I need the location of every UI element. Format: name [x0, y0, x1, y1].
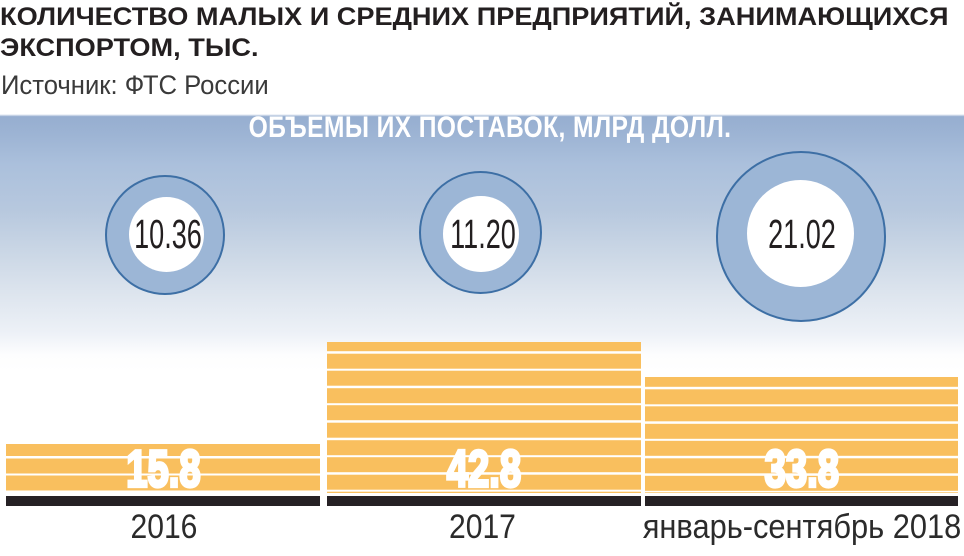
svg-text:33.8: 33.8	[765, 441, 839, 498]
svg-text:15.8: 15.8	[127, 441, 201, 498]
svg-text:42.8: 42.8	[446, 441, 520, 498]
